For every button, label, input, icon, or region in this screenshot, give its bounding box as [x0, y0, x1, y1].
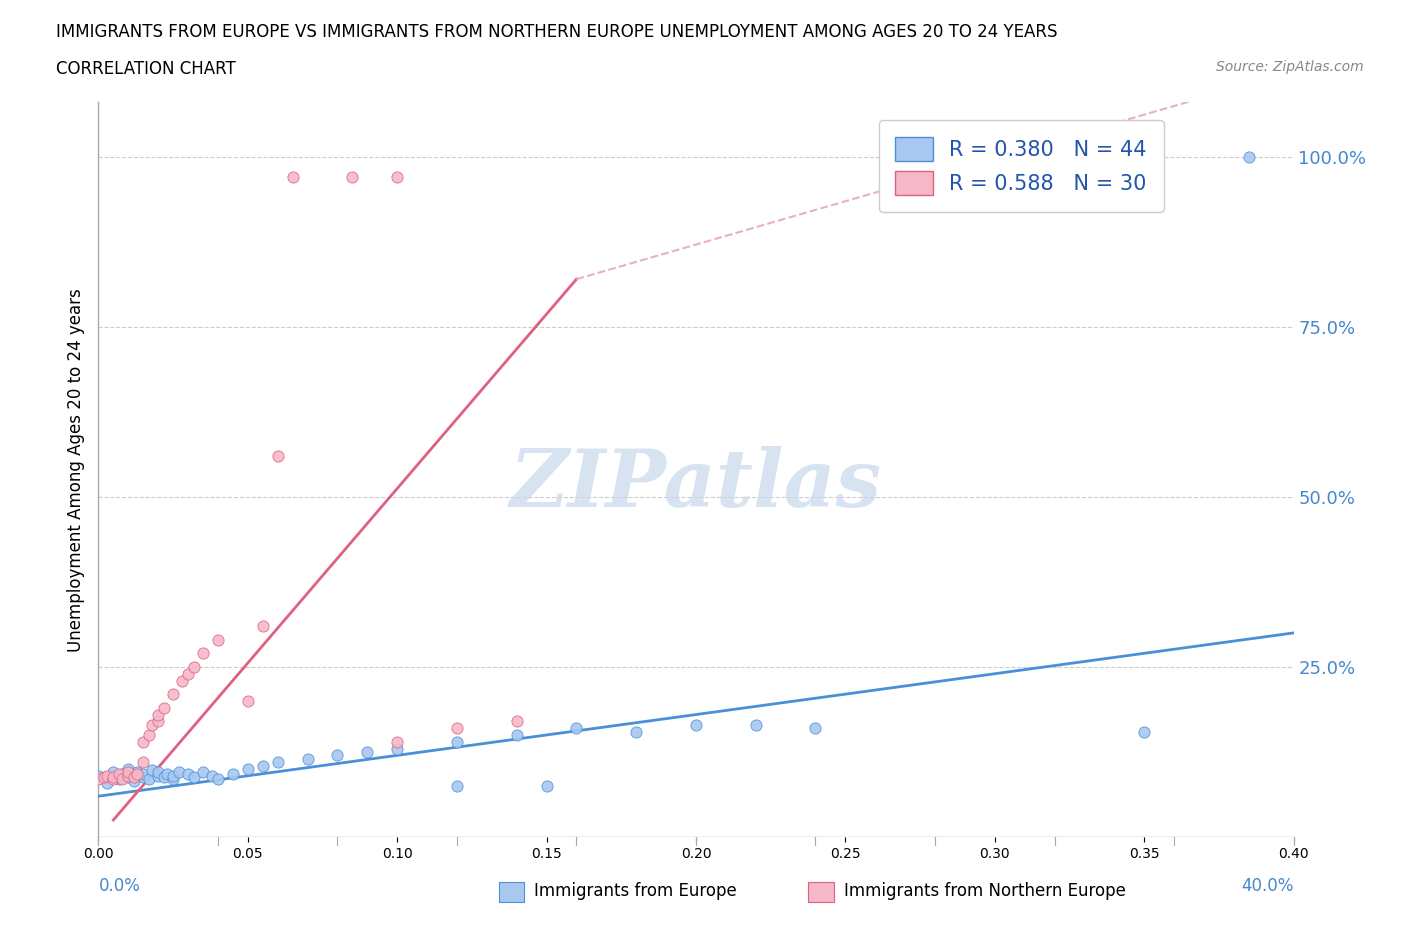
- Point: [103, 765, 125, 780]
- Text: ZIPatlas: ZIPatlas: [510, 445, 882, 523]
- Point: [153, 700, 176, 715]
- Text: Source: ZipAtlas.com: Source: ZipAtlas.com: [1216, 60, 1364, 74]
- Text: 40.0%: 40.0%: [1241, 877, 1294, 896]
- Point: [252, 758, 274, 773]
- Point: [108, 772, 131, 787]
- Point: [385, 735, 409, 750]
- Point: [385, 741, 409, 756]
- Point: [201, 768, 224, 783]
- Point: [167, 765, 190, 780]
- Point: [191, 646, 214, 661]
- Point: [103, 770, 125, 785]
- Text: Immigrants from Europe: Immigrants from Europe: [534, 882, 737, 900]
- Point: [236, 694, 259, 709]
- Point: [132, 770, 155, 785]
- Text: CORRELATION CHART: CORRELATION CHART: [56, 60, 236, 78]
- Point: [124, 770, 146, 785]
- Point: [141, 763, 163, 777]
- Point: [385, 169, 409, 184]
- Point: [183, 770, 205, 785]
- Point: [177, 666, 200, 681]
- Point: [117, 768, 139, 783]
- Point: [236, 762, 259, 777]
- Point: [565, 721, 588, 736]
- Point: [536, 778, 558, 793]
- Point: [626, 724, 648, 739]
- Point: [191, 765, 214, 780]
- Point: [108, 767, 131, 782]
- Point: [1237, 150, 1260, 165]
- FancyBboxPatch shape: [499, 882, 524, 902]
- Point: [148, 714, 170, 729]
- Point: [148, 768, 170, 783]
- Point: [103, 772, 125, 787]
- Point: [148, 765, 170, 780]
- Point: [117, 765, 139, 780]
- Point: [1133, 724, 1156, 739]
- Point: [127, 765, 149, 780]
- Point: [446, 721, 468, 736]
- Text: Immigrants from Northern Europe: Immigrants from Northern Europe: [844, 882, 1125, 900]
- Point: [326, 748, 349, 763]
- Point: [356, 745, 378, 760]
- Point: [96, 775, 118, 790]
- Point: [148, 707, 170, 722]
- Point: [685, 717, 707, 732]
- Legend: R = 0.380   N = 44, R = 0.588   N = 30: R = 0.380 N = 44, R = 0.588 N = 30: [879, 120, 1164, 212]
- Y-axis label: Unemployment Among Ages 20 to 24 years: Unemployment Among Ages 20 to 24 years: [66, 287, 84, 652]
- Point: [162, 686, 184, 701]
- Point: [804, 721, 827, 736]
- Point: [87, 772, 110, 787]
- Point: [297, 751, 319, 766]
- Point: [172, 673, 194, 688]
- Point: [162, 768, 184, 783]
- Point: [96, 768, 118, 783]
- Point: [267, 755, 290, 770]
- FancyBboxPatch shape: [808, 882, 834, 902]
- Point: [138, 727, 160, 742]
- Point: [93, 770, 115, 785]
- Point: [183, 659, 205, 674]
- Point: [177, 767, 200, 782]
- Text: 0.0%: 0.0%: [98, 877, 141, 896]
- Point: [117, 762, 139, 777]
- Point: [132, 767, 155, 782]
- Point: [745, 717, 768, 732]
- Point: [162, 772, 184, 787]
- Point: [207, 632, 229, 647]
- Point: [506, 727, 529, 742]
- Point: [342, 169, 364, 184]
- Point: [153, 770, 176, 785]
- Point: [446, 778, 468, 793]
- Point: [267, 448, 290, 463]
- Point: [117, 770, 139, 785]
- Point: [111, 772, 134, 787]
- Point: [111, 767, 134, 782]
- Point: [132, 735, 155, 750]
- Text: IMMIGRANTS FROM EUROPE VS IMMIGRANTS FROM NORTHERN EUROPE UNEMPLOYMENT AMONG AGE: IMMIGRANTS FROM EUROPE VS IMMIGRANTS FRO…: [56, 23, 1057, 41]
- Point: [138, 772, 160, 787]
- Point: [156, 767, 179, 782]
- Point: [207, 772, 229, 787]
- Point: [141, 717, 163, 732]
- Point: [127, 767, 149, 782]
- Point: [506, 714, 529, 729]
- Point: [132, 755, 155, 770]
- Point: [124, 774, 146, 789]
- Point: [281, 169, 304, 184]
- Point: [222, 767, 245, 782]
- Point: [252, 618, 274, 633]
- Point: [446, 735, 468, 750]
- Point: [87, 768, 110, 783]
